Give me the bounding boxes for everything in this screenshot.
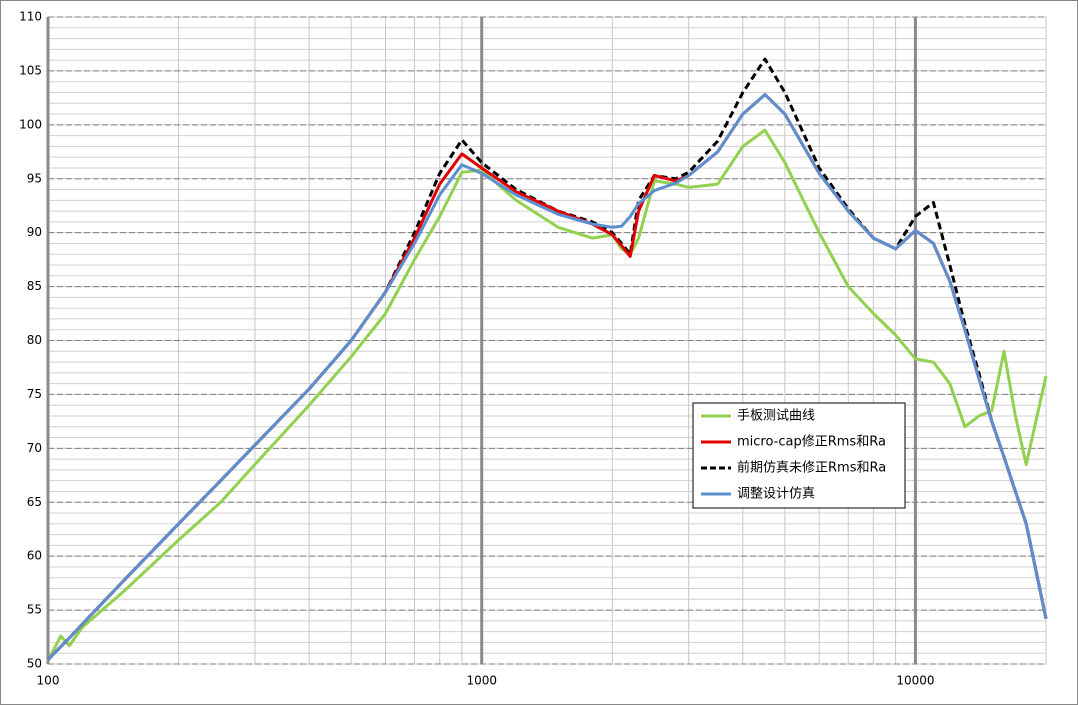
series-line [46,93,1048,661]
y-tick-label: 80 [27,333,42,347]
legend-label: 前期仿真未修正Rms和Ra [737,460,886,476]
legend-label: micro-cap修正Rms和Ra [737,435,886,450]
legend: 手板测试曲线 micro-cap修正Rms和Ra 前期仿真未修正Rms和Ra 调整设计… [692,402,906,509]
y-tick-label: 70 [27,441,42,455]
y-tick-label: 60 [27,549,42,563]
y-tick-label: 65 [27,495,42,509]
x-tick-label: 100 [37,674,60,688]
y-tick-label: 50 [27,657,42,671]
legend-box [692,402,906,509]
x-tick-label: 1000 [466,674,497,688]
y-tick-label: 100 [19,117,42,131]
x-tick-label: 10000 [896,674,934,688]
legend-label: 手板测试曲线 [737,409,815,424]
legend-label: 调整设计仿真 [737,487,815,502]
series-line [46,128,1048,662]
y-tick-label: 75 [27,387,42,401]
y-tick-label: 105 [19,63,42,77]
y-tick-label: 85 [27,279,42,293]
y-tick-label: 90 [27,225,42,239]
y-tick-label: 110 [19,10,42,24]
y-tick-label: 95 [27,171,42,185]
y-tick-label: 55 [27,603,42,617]
